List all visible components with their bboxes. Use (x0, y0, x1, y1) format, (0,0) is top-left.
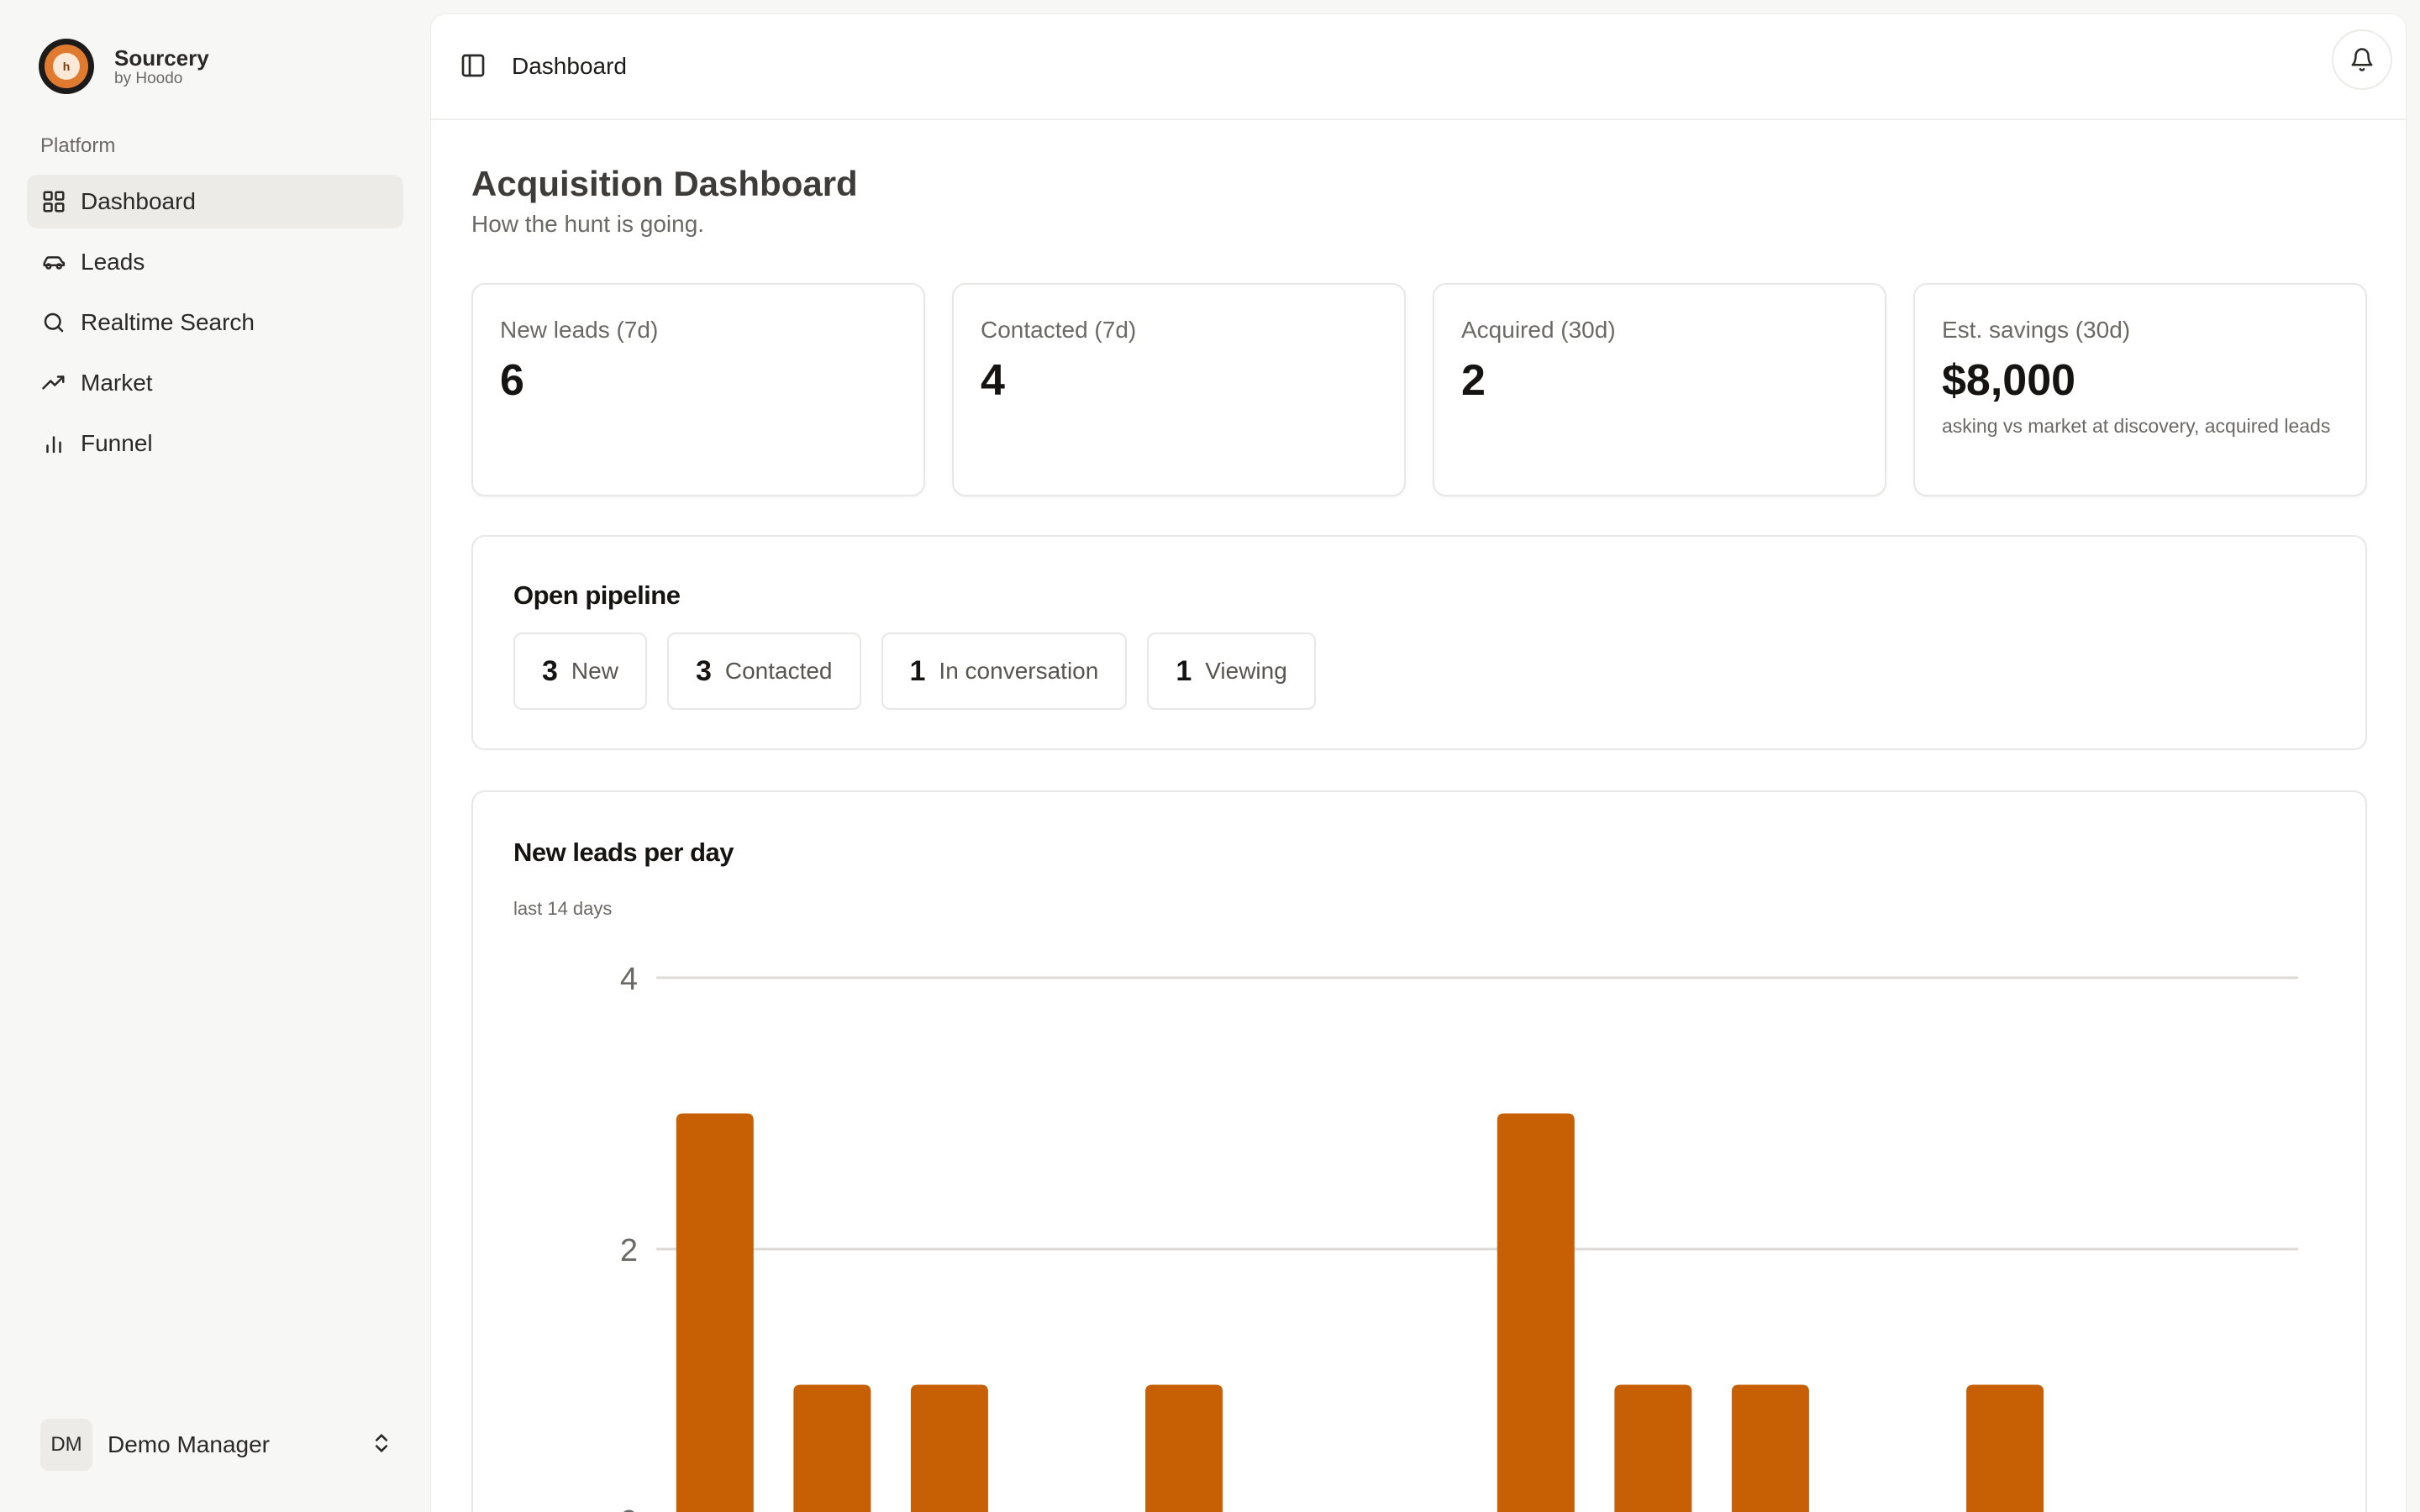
pipeline-stage-contacted[interactable]: 3 Contacted (666, 633, 861, 710)
stats-row: New leads (7d) 6 Contacted (7d) 4 Acquir… (471, 283, 2367, 496)
stage-label: Viewing (1205, 658, 1287, 684)
stage-label: New (571, 658, 618, 684)
nav-section-label: Platform (40, 134, 116, 157)
sidebar-nav: Dashboard Leads Realtime Search Market F… (27, 175, 403, 477)
bar[interactable] (676, 1113, 754, 1512)
bar-chart: 0 2 4 (620, 962, 2298, 1512)
page-subtitle: How the hunt is going. (471, 211, 705, 237)
sidebar-item-label: Dashboard (81, 188, 196, 214)
sidebar-item-label: Market (81, 370, 153, 396)
user-name: Demo Manager (108, 1431, 270, 1457)
stat-value: $8,000 (1942, 356, 2076, 405)
sidebar-item-realtime-search[interactable]: Realtime Search (27, 296, 403, 349)
stat-label: New leads (7d) (500, 317, 659, 343)
chevrons-up-down-icon (370, 1431, 393, 1459)
pipeline-title: Open pipeline (513, 580, 681, 610)
brand-logo: h (39, 39, 94, 94)
y-tick-label: 2 (620, 1233, 638, 1268)
y-tick-label: 4 (620, 962, 638, 997)
stat-label: Contacted (7d) (981, 317, 1137, 343)
page-breadcrumb: Dashboard (512, 53, 627, 79)
bar[interactable] (1966, 1384, 2044, 1512)
chart-title: New leads per day (513, 837, 734, 867)
bell-icon (2351, 48, 2373, 71)
stage-count: 3 (695, 654, 712, 687)
sidebar-item-label: Funnel (81, 430, 153, 456)
stage-count: 1 (909, 654, 926, 687)
trending-up-icon (40, 370, 67, 396)
car-icon (40, 249, 67, 276)
notifications-button[interactable] (2332, 29, 2392, 90)
brand-name: Sourcery (114, 45, 209, 71)
pipeline-stages: 3 New 3 Contacted 1 In conversation 1 Vi… (513, 633, 1336, 710)
y-tick-label: 0 (620, 1504, 638, 1512)
sidebar-item-market[interactable]: Market (27, 356, 403, 410)
sidebar-item-funnel[interactable]: Funnel (27, 417, 403, 470)
search-icon (40, 309, 67, 336)
stat-label: Acquired (30d) (1461, 317, 1616, 343)
stat-value: 2 (1461, 356, 1486, 405)
stat-card-acquired: Acquired (30d) 2 (1433, 283, 1886, 496)
sidebar-toggle-icon[interactable] (460, 52, 490, 82)
topbar: Dashboard (431, 14, 2406, 120)
sidebar-item-label: Leads (81, 249, 145, 275)
pipeline-stage-new[interactable]: 3 New (513, 633, 647, 710)
stat-card-contacted: Contacted (7d) 4 (952, 283, 1406, 496)
stage-label: In conversation (939, 658, 1099, 684)
brand[interactable]: h Sourcery by Hoodo (39, 39, 209, 94)
bar-chart-icon (40, 430, 67, 457)
stat-card-new-leads: New leads (7d) 6 (471, 283, 925, 496)
pipeline-stage-viewing[interactable]: 1 Viewing (1147, 633, 1316, 710)
bar[interactable] (793, 1384, 871, 1512)
main-panel: Dashboard Acquisition Dashboard How the … (430, 13, 2407, 1512)
open-pipeline-card: Open pipeline 3 New 3 Contacted 1 In con… (471, 535, 2367, 750)
sidebar-item-label: Realtime Search (81, 309, 255, 335)
avatar: DM (40, 1419, 92, 1471)
brand-logo-glyph: h (53, 53, 80, 80)
bar[interactable] (1731, 1384, 1809, 1512)
stage-count: 3 (542, 654, 558, 687)
bar[interactable] (910, 1384, 988, 1512)
user-menu[interactable]: DM Demo Manager (40, 1418, 393, 1472)
stat-label: Est. savings (30d) (1942, 317, 2131, 343)
page-title: Acquisition Dashboard (471, 164, 858, 203)
bar[interactable] (1614, 1384, 1692, 1512)
brand-subtitle: by Hoodo (114, 70, 183, 87)
stat-value: 6 (500, 356, 524, 405)
stat-note: asking vs market at discovery, acquired … (1942, 415, 2331, 437)
chart-subtitle: last 14 days (513, 898, 613, 919)
stat-card-est-savings: Est. savings (30d) $8,000 asking vs mark… (1913, 283, 2367, 496)
stage-count: 1 (1176, 654, 1192, 687)
sidebar: h Sourcery by Hoodo Platform Dashboard L… (0, 0, 430, 1512)
new-leads-chart-card: New leads per day last 14 days 0 2 4 (471, 790, 2367, 1512)
sidebar-item-dashboard[interactable]: Dashboard (27, 175, 403, 228)
pipeline-stage-in-conversation[interactable]: 1 In conversation (881, 633, 1128, 710)
grid-icon (40, 188, 67, 215)
stat-value: 4 (981, 356, 1005, 405)
sidebar-item-leads[interactable]: Leads (27, 235, 403, 289)
bar[interactable] (1145, 1384, 1223, 1512)
stage-label: Contacted (724, 658, 833, 684)
bar[interactable] (1497, 1113, 1575, 1512)
